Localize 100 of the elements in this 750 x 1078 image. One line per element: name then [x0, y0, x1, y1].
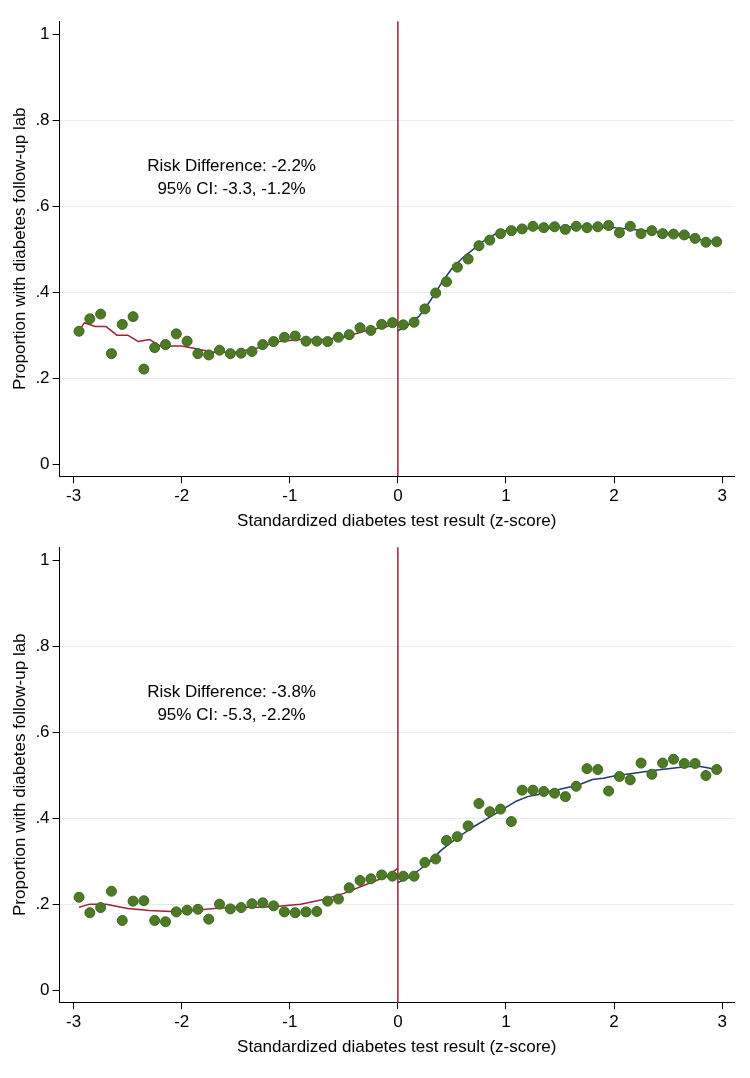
- point: [484, 234, 496, 246]
- x-tick-label: 0: [393, 1012, 403, 1032]
- point: [224, 903, 236, 915]
- point: [365, 873, 377, 885]
- point: [451, 261, 463, 273]
- annotation: Risk Difference: -3.8%: [147, 682, 316, 702]
- point: [311, 905, 323, 917]
- point: [127, 895, 139, 907]
- x-axis-title: Standardized diabetes test result (z-score): [237, 1037, 557, 1057]
- point: [354, 874, 366, 886]
- point: [278, 331, 290, 343]
- point: [549, 787, 561, 799]
- x-tick-label: 3: [717, 486, 727, 506]
- point: [192, 903, 204, 915]
- point: [505, 225, 517, 237]
- point: [667, 228, 679, 240]
- x-tick-label: 2: [609, 486, 619, 506]
- point: [495, 228, 507, 240]
- point: [138, 895, 150, 907]
- point: [84, 907, 96, 919]
- point: [149, 914, 161, 926]
- point: [462, 820, 474, 832]
- annotation: 95% CI: -5.3, -2.2%: [157, 705, 306, 725]
- point: [646, 225, 658, 237]
- x-tick-label: -1: [282, 1012, 298, 1032]
- point: [516, 223, 528, 235]
- point: [95, 902, 107, 914]
- x-tick-label: -3: [66, 486, 82, 506]
- point: [84, 313, 96, 325]
- point: [570, 780, 582, 792]
- point: [138, 363, 150, 375]
- point: [181, 904, 193, 916]
- annotation: 95% CI: -3.3, -1.2%: [157, 179, 306, 199]
- point: [473, 240, 485, 252]
- point: [516, 784, 528, 796]
- point: [613, 227, 625, 239]
- point: [343, 882, 355, 894]
- point: [116, 318, 128, 330]
- point: [657, 757, 669, 769]
- point: [408, 870, 420, 882]
- point: [613, 770, 625, 782]
- point: [235, 902, 247, 914]
- point: [116, 914, 128, 926]
- y-axis-title: Proportion with diabetes follow-up lab: [9, 107, 29, 390]
- point: [192, 348, 204, 360]
- point: [592, 764, 604, 776]
- point: [484, 806, 496, 818]
- point: [581, 222, 593, 234]
- point: [419, 303, 431, 315]
- point: [160, 916, 171, 928]
- point: [386, 317, 398, 329]
- point: [170, 328, 182, 340]
- point: [95, 308, 107, 320]
- x-tick-label: 1: [501, 1012, 511, 1032]
- point: [181, 335, 193, 347]
- point: [549, 221, 561, 233]
- point: [322, 895, 334, 907]
- y-tick-label: 1: [40, 549, 50, 569]
- x-tick-label: -1: [282, 486, 298, 506]
- point: [127, 311, 139, 323]
- point: [235, 347, 247, 359]
- point: [365, 324, 377, 336]
- point: [278, 906, 290, 918]
- point: [354, 322, 366, 334]
- point: [700, 236, 712, 248]
- point: [527, 220, 539, 232]
- point: [149, 342, 161, 354]
- point: [170, 906, 182, 918]
- point: [246, 345, 258, 357]
- point: [105, 885, 117, 897]
- point: [300, 335, 312, 347]
- point: [635, 228, 647, 240]
- point: [105, 348, 117, 360]
- x-tick-label: 1: [501, 486, 511, 506]
- y-tick-label: .2: [35, 367, 50, 387]
- point: [257, 339, 269, 351]
- point: [689, 232, 701, 244]
- point: [419, 856, 431, 868]
- point: [332, 331, 344, 343]
- point: [289, 330, 301, 342]
- point: [441, 276, 453, 288]
- point: [538, 222, 550, 234]
- point: [376, 318, 388, 330]
- point: [408, 316, 420, 328]
- x-tick-label: 0: [393, 486, 403, 506]
- x-axis-title: Standardized diabetes test result (z-score): [237, 511, 557, 531]
- point: [646, 768, 658, 780]
- point: [268, 336, 280, 348]
- point: [224, 348, 236, 360]
- point: [343, 329, 355, 341]
- point: [624, 774, 636, 786]
- point: [711, 764, 723, 776]
- point: [376, 869, 388, 881]
- point: [73, 891, 85, 903]
- y-tick-label: .6: [35, 195, 50, 215]
- y-tick-label: 0: [40, 979, 50, 999]
- point: [570, 220, 582, 232]
- x-tick-label: 2: [609, 1012, 619, 1032]
- y-tick-label: .2: [35, 893, 50, 913]
- point: [246, 898, 258, 910]
